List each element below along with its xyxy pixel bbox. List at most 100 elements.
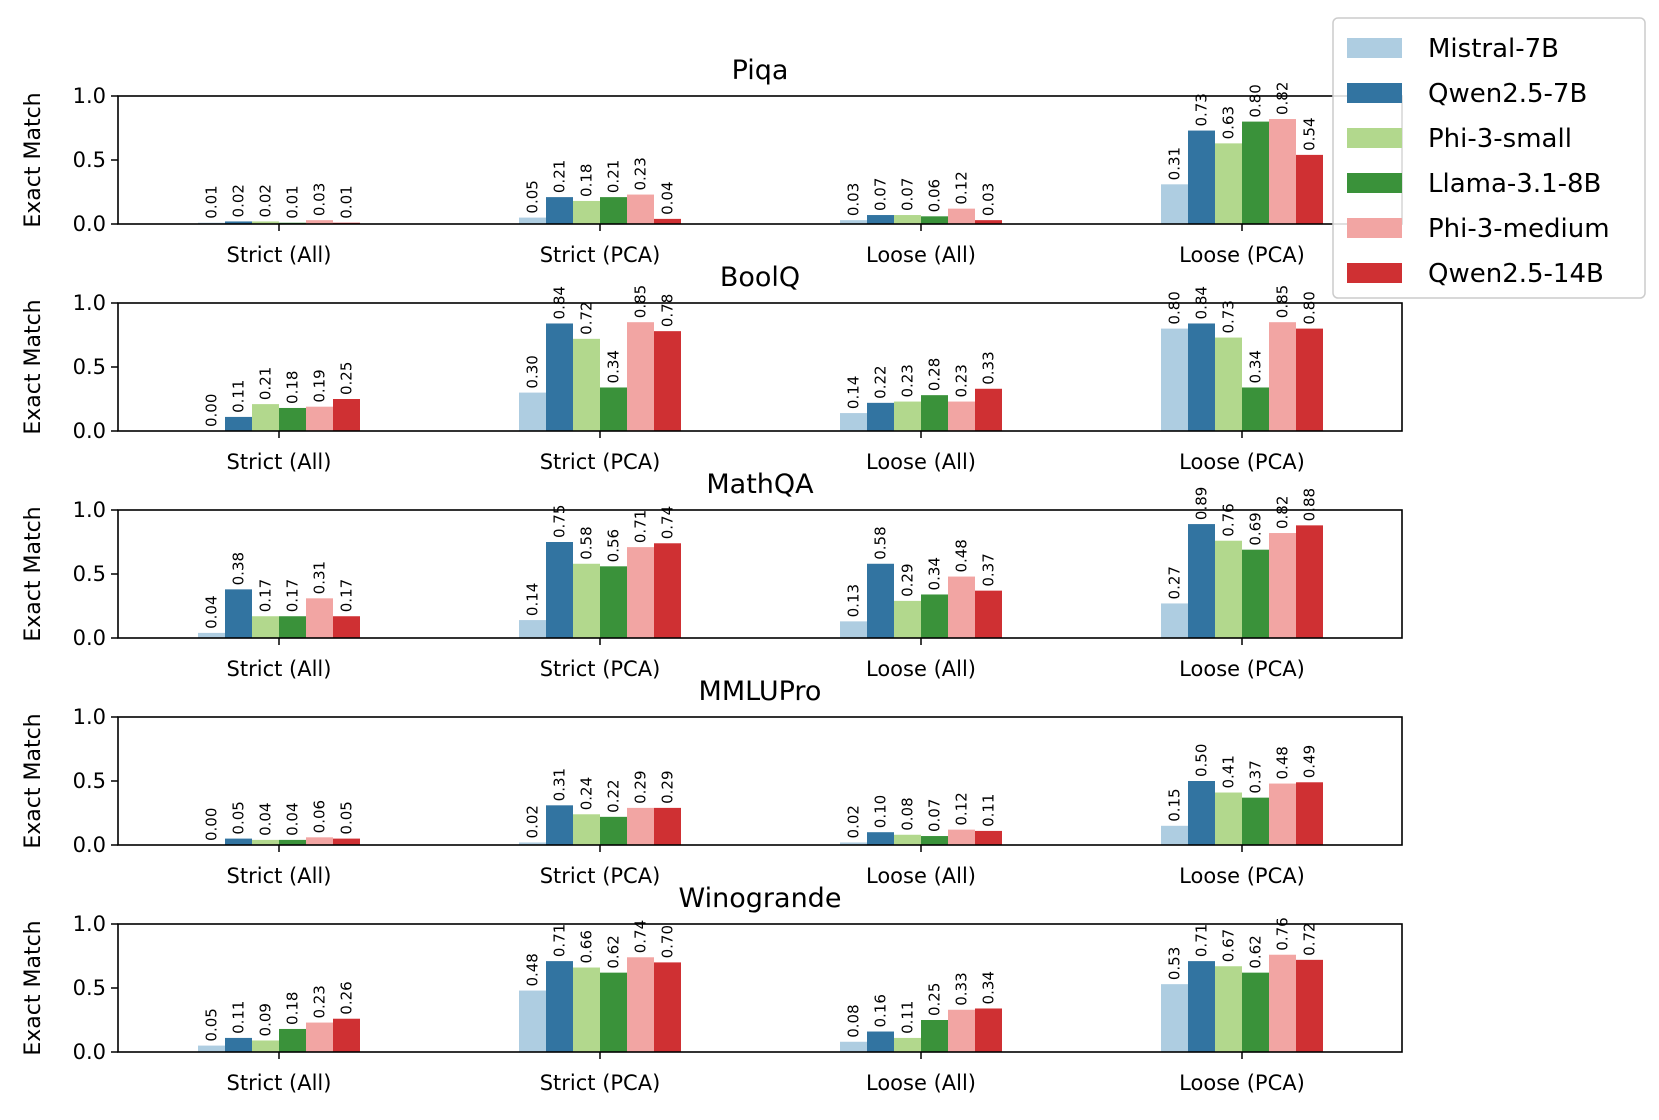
- bar-value-label: 0.04: [284, 802, 302, 835]
- x-tick-label: Loose (All): [866, 657, 976, 681]
- bar: [840, 220, 867, 224]
- bar: [867, 832, 894, 845]
- bar-value-label: 0.10: [872, 795, 890, 828]
- bar-value-label: 0.05: [230, 801, 248, 834]
- bar: [921, 594, 948, 638]
- bar-value-label: 0.13: [845, 584, 863, 617]
- bar: [519, 620, 546, 638]
- bar: [198, 1045, 225, 1052]
- bar: [600, 972, 627, 1052]
- bar: [279, 616, 306, 638]
- bar-value-label: 0.29: [659, 770, 677, 803]
- bar-value-label: 0.02: [524, 805, 542, 838]
- bar: [894, 834, 921, 845]
- bar-value-label: 0.11: [230, 1001, 248, 1034]
- x-tick-label: Strict (All): [227, 1071, 332, 1095]
- bar-value-label: 0.07: [926, 799, 944, 832]
- bar-value-label: 0.62: [605, 935, 623, 968]
- bar-value-label: 0.75: [551, 505, 569, 538]
- bar-value-label: 0.09: [257, 1003, 275, 1036]
- bar-value-label: 0.18: [578, 164, 596, 197]
- legend-label: Llama-3.1-8B: [1428, 169, 1601, 199]
- y-tick-label: 0.5: [73, 355, 106, 379]
- bar-value-label: 0.04: [659, 181, 677, 214]
- bar-value-label: 0.63: [1220, 106, 1238, 139]
- y-tick-label: 0.0: [73, 833, 106, 857]
- legend-swatch: [1347, 173, 1402, 193]
- bar: [627, 547, 654, 638]
- bar-value-label: 0.17: [338, 579, 356, 612]
- bar: [1215, 792, 1242, 845]
- bar: [1296, 154, 1323, 224]
- bar: [1269, 322, 1296, 431]
- x-tick-label: Loose (All): [866, 243, 976, 267]
- bar: [1296, 328, 1323, 431]
- bar-value-label: 0.70: [659, 925, 677, 958]
- bar: [948, 1009, 975, 1052]
- legend-frame: [1332, 17, 1646, 299]
- bar: [1161, 184, 1188, 224]
- plot-frame: [117, 509, 1403, 639]
- bar-value-label: 0.80: [1247, 84, 1265, 117]
- bar-value-label: 0.16: [872, 994, 890, 1027]
- bar: [252, 1040, 279, 1052]
- bar: [948, 576, 975, 638]
- bar: [627, 807, 654, 845]
- bar: [1269, 954, 1296, 1052]
- bar: [573, 200, 600, 224]
- bar-value-label: 0.24: [578, 777, 596, 810]
- bar-value-label: 0.33: [980, 351, 998, 384]
- y-tick-label: 0.5: [73, 562, 106, 586]
- x-tick-label: Strict (All): [227, 243, 332, 267]
- x-tick-label: Loose (PCA): [1179, 1071, 1305, 1095]
- subplot-winogrande: Winogrande Exact Match 0.0 0.5 1.0 0.05 0.48 0.…: [21, 883, 1403, 1095]
- bar-value-label: 0.12: [953, 792, 971, 825]
- bar: [333, 616, 360, 638]
- bar-value-label: 0.49: [1301, 745, 1319, 778]
- bar: [546, 323, 573, 431]
- bar: [1242, 121, 1269, 224]
- y-axis-label: Exact Match: [21, 92, 46, 227]
- bar: [921, 836, 948, 845]
- x-tick-label: Strict (PCA): [540, 450, 661, 474]
- bar-value-label: 0.28: [926, 358, 944, 391]
- y-tick-label: 0.0: [73, 1040, 106, 1064]
- bar: [921, 216, 948, 224]
- x-tick-label: Loose (PCA): [1179, 243, 1305, 267]
- bar: [279, 839, 306, 845]
- bar-value-label: 0.18: [284, 371, 302, 404]
- x-tick-label: Strict (All): [227, 864, 332, 888]
- bar-value-label: 0.85: [632, 285, 650, 318]
- bar: [1215, 540, 1242, 638]
- y-tick-label: 1.0: [73, 84, 106, 108]
- bar: [573, 967, 600, 1052]
- bar-value-label: 0.23: [899, 364, 917, 397]
- bar-value-label: 0.34: [980, 971, 998, 1004]
- bar: [600, 197, 627, 224]
- y-tick-label: 1.0: [73, 291, 106, 315]
- bar: [225, 589, 252, 638]
- bar: [948, 401, 975, 431]
- bar-value-label: 0.11: [899, 1001, 917, 1034]
- bar-value-label: 0.76: [1220, 503, 1238, 536]
- y-tick-label: 1.0: [73, 912, 106, 936]
- bar: [1296, 525, 1323, 638]
- bar-value-label: 0.04: [257, 802, 275, 835]
- bar-value-label: 0.01: [203, 185, 221, 218]
- bar: [519, 392, 546, 431]
- bar-value-label: 0.72: [1301, 922, 1319, 955]
- bar: [225, 416, 252, 431]
- bar-value-label: 0.23: [311, 985, 329, 1018]
- bar: [840, 842, 867, 845]
- bar-value-label: 0.50: [1193, 744, 1211, 777]
- bar: [519, 990, 546, 1052]
- bar-value-label: 0.73: [1220, 300, 1238, 333]
- bar-value-label: 0.03: [980, 183, 998, 216]
- bar: [867, 563, 894, 638]
- bar-value-label: 0.48: [1274, 746, 1292, 779]
- bar: [1161, 825, 1188, 845]
- bar-value-label: 0.15: [1166, 788, 1184, 821]
- subplot-mathqa: MathQA Exact Match 0.0 0.5 1.0 0.04 0.14 0.13 0.…: [21, 469, 1403, 681]
